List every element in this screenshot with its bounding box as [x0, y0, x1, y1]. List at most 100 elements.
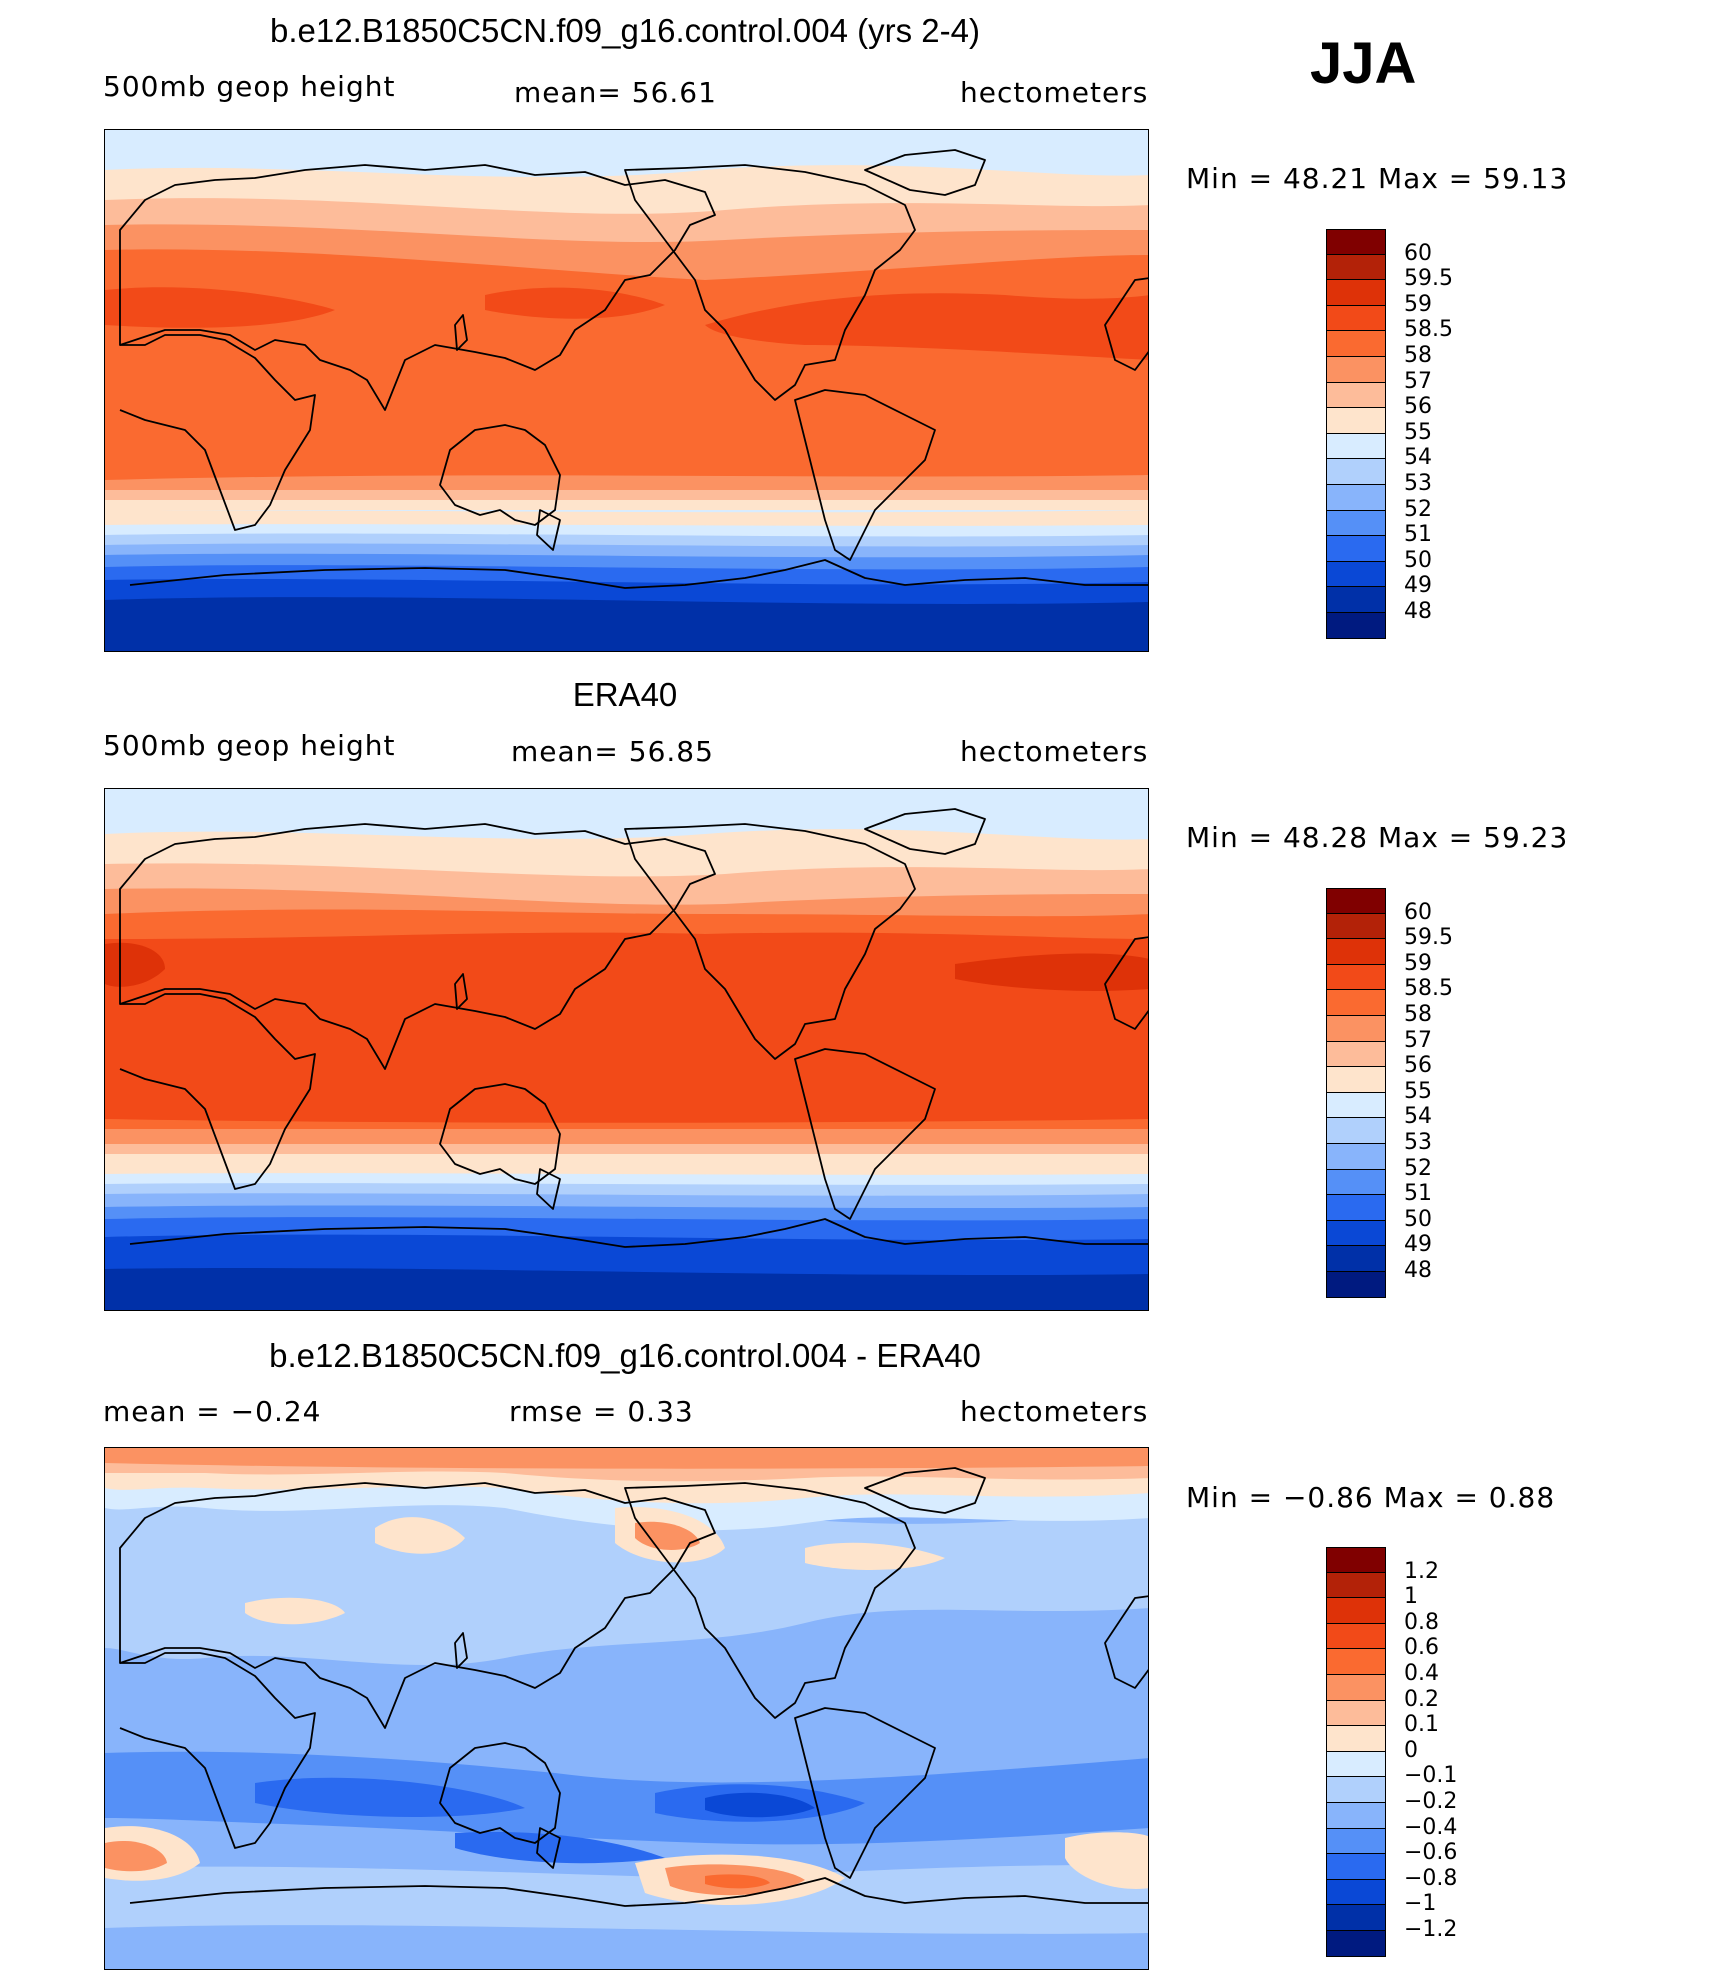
- colorbar-swatch: [1326, 1751, 1386, 1778]
- coastline: [1104, 1595, 1148, 1689]
- coastline: [1104, 936, 1148, 1030]
- coastline: [119, 993, 316, 1190]
- colorbar-label: −0.2: [1404, 1789, 1458, 1814]
- colorbar-label: 49: [1404, 573, 1432, 599]
- colorbar-swatch: [1326, 913, 1386, 940]
- contour-band: [805, 1542, 945, 1570]
- colorbar-swatch: [1326, 1879, 1386, 1906]
- contour-band: [255, 1777, 525, 1818]
- colorbar-swatch: [1326, 1220, 1386, 1247]
- colorbar-swatch: [1326, 1169, 1386, 1196]
- colorbar-swatch: [1326, 305, 1386, 332]
- contour-band: [105, 1448, 1148, 1469]
- colorbar-swatch: [1326, 1067, 1386, 1093]
- coastline: [119, 823, 716, 1070]
- colorbar-label: 58.5: [1404, 317, 1453, 343]
- colorbar-label: −0.4: [1404, 1814, 1458, 1840]
- coastline: [119, 1652, 316, 1849]
- colorbar-swatch: [1326, 280, 1386, 306]
- colorbar-label: 53: [1404, 471, 1432, 496]
- colorbar-label: 1: [1404, 1584, 1418, 1610]
- panel-2-variable: 500mb geop height: [103, 729, 396, 762]
- colorbar-swatch: [1326, 510, 1386, 537]
- colorbar-label: 54: [1404, 445, 1432, 471]
- coastline: [454, 1632, 468, 1669]
- colorbar-swatch: [1326, 612, 1386, 639]
- colorbar-swatch: [1326, 459, 1386, 485]
- coastline: [1104, 277, 1148, 371]
- colorbar-label: 58.5: [1404, 976, 1453, 1002]
- colorbar-swatch: [1326, 1143, 1386, 1170]
- coastline: [624, 1482, 916, 1719]
- contour-band: [105, 1488, 1148, 1666]
- contour-band: [375, 1517, 465, 1554]
- colorbar-swatch: [1326, 1854, 1386, 1880]
- colorbar-label: 55: [1404, 419, 1432, 445]
- contour-band: [455, 1832, 665, 1864]
- colorbar-swatch: [1326, 561, 1386, 588]
- colorbar-swatch: [1326, 1777, 1386, 1803]
- panel-3-mean: mean = −0.24: [103, 1395, 322, 1428]
- colorbar-label: 50: [1404, 547, 1432, 573]
- contour-band: [105, 1267, 1148, 1310]
- panel-2-map: [104, 788, 1149, 1311]
- coastline: [454, 314, 468, 351]
- colorbar-label: 57: [1404, 368, 1432, 394]
- contour-band: [705, 1792, 815, 1818]
- colorbar-swatch: [1326, 1930, 1386, 1957]
- colorbar-swatch: [1326, 1649, 1386, 1675]
- panel-3-title: b.e12.B1850C5CN.f09_g16.control.004 - ER…: [269, 1337, 981, 1374]
- colorbar-swatch: [1326, 408, 1386, 434]
- colorbar-swatch: [1326, 331, 1386, 357]
- panel-3-map: [104, 1447, 1149, 1970]
- contour-band: [105, 1925, 1148, 1969]
- panel-1-map: [104, 129, 1149, 652]
- coastline: [129, 1218, 1148, 1248]
- colorbar-swatch: [1326, 1828, 1386, 1855]
- panel-1-variable: 500mb geop height: [103, 70, 396, 103]
- coastline: [454, 973, 468, 1010]
- coastline: [119, 1482, 716, 1729]
- panel-3-units: hectometers: [960, 1395, 1149, 1428]
- season-label: JJA: [1310, 31, 1417, 96]
- colorbar-swatch: [1326, 1195, 1386, 1221]
- colorbar-swatch: [1326, 1802, 1386, 1829]
- coastline: [129, 559, 1148, 589]
- colorbar-label: 48: [1404, 599, 1432, 624]
- colorbar-label: 54: [1404, 1104, 1432, 1130]
- colorbar-label: 57: [1404, 1027, 1432, 1053]
- colorbar-label: −1.2: [1404, 1917, 1458, 1942]
- colorbar-label: 51: [1404, 522, 1432, 548]
- colorbar-label: 52: [1404, 496, 1432, 522]
- colorbar-label: 59: [1404, 291, 1432, 317]
- colorbar-label: 55: [1404, 1078, 1432, 1104]
- colorbar-swatch: [1326, 1092, 1386, 1119]
- coastline: [119, 164, 716, 411]
- contour-band: [105, 932, 1148, 1123]
- contour-band: [245, 1597, 345, 1625]
- colorbar-swatch: [1326, 1041, 1386, 1068]
- contour-band: [105, 287, 335, 328]
- contour-band: [955, 953, 1148, 991]
- colorbar-label: 60: [1404, 899, 1432, 925]
- panel-3-colorbar: 1.2 1 0.8 0.6 0.4 0.2 0.1 0 −0.1 −0.2 −0.4 −0.6 −0.8…: [1326, 1547, 1457, 1957]
- colorbar-swatch: [1326, 587, 1386, 613]
- colorbar-swatch: [1326, 1726, 1386, 1752]
- panel-1-units: hectometers: [960, 76, 1149, 109]
- colorbar-label: 53: [1404, 1130, 1432, 1155]
- colorbar-swatch: [1326, 536, 1386, 562]
- contour-band: [105, 1840, 167, 1872]
- colorbar-label: 0: [1404, 1737, 1418, 1763]
- colorbar-swatch: [1326, 1118, 1386, 1144]
- colorbar-label: 0.8: [1404, 1609, 1439, 1635]
- panel-2-colorbar: 60 59.5 59 58.5 58 57 56 55 54 53 52 51 50 49 48: [1326, 888, 1453, 1298]
- coastline: [864, 149, 986, 196]
- contour-band: [705, 293, 1148, 360]
- colorbar-swatch: [1326, 1674, 1386, 1701]
- panel-2-units: hectometers: [960, 735, 1149, 768]
- coastline: [536, 1168, 561, 1210]
- colorbar-label: 49: [1404, 1232, 1432, 1258]
- colorbar-label: 59.5: [1404, 925, 1453, 951]
- colorbar-swatch: [1326, 1547, 1386, 1573]
- colorbar-label: 0.1: [1404, 1712, 1439, 1738]
